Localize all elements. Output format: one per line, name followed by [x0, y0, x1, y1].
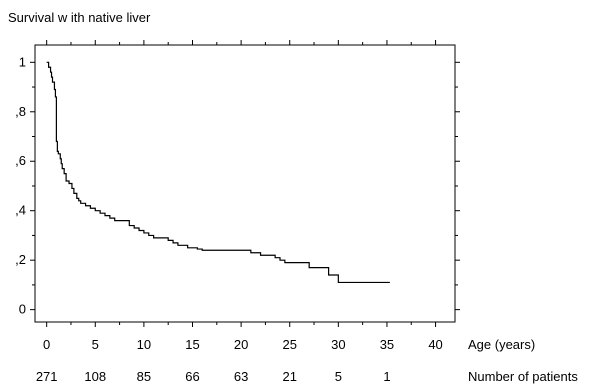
y-tick-label: ,2 [15, 252, 26, 267]
x-tick-label: 35 [380, 337, 394, 352]
x-tick-label: 20 [234, 337, 248, 352]
y-tick-label: ,4 [15, 203, 26, 218]
number-at-risk-value: 21 [282, 369, 296, 384]
x-tick-label: 15 [185, 337, 199, 352]
y-tick-label: ,8 [15, 104, 26, 119]
x-axis: 0 5 10 15 20 25 30 35 40 [43, 40, 443, 352]
number-at-risk-value: 1 [383, 369, 390, 384]
number-at-risk-value: 271 [36, 369, 58, 384]
x-tick-label: 10 [137, 337, 151, 352]
x-tick-label: 25 [282, 337, 296, 352]
x-tick-label: 0 [43, 337, 50, 352]
x-tick-label: 5 [92, 337, 99, 352]
x-axis-label: Age (years) [468, 337, 535, 352]
number-at-risk-label: Number of patients [468, 369, 578, 384]
number-at-risk-value: 63 [234, 369, 248, 384]
number-at-risk-table: 271 108 85 66 63 21 5 1 [36, 369, 391, 384]
number-at-risk-value: 66 [185, 369, 199, 384]
number-at-risk-value: 108 [84, 369, 106, 384]
y-axis-label: Survival w ith native liver [8, 10, 151, 25]
y-axis: 0 ,2 ,4 ,6 ,8 1 [15, 54, 460, 317]
number-at-risk-value: 5 [335, 369, 342, 384]
plot-frame [34, 44, 456, 323]
y-tick-label: ,6 [15, 153, 26, 168]
number-at-risk-value: 85 [137, 369, 151, 384]
survival-curve [46, 61, 390, 284]
x-tick-label: 40 [428, 337, 442, 352]
y-tick-label: 1 [19, 54, 26, 69]
x-tick-label: 30 [331, 337, 345, 352]
y-tick-label: 0 [19, 302, 26, 317]
